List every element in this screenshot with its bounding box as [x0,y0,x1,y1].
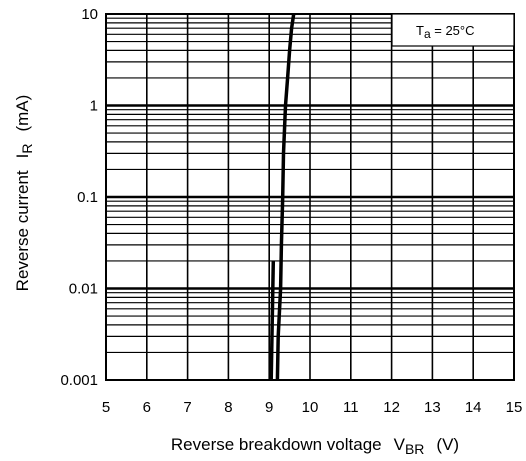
annotation-rest: = 25°C [431,23,475,38]
x-axis-label-main: Reverse breakdown voltage [171,435,382,454]
x-axis-label-unit: (V) [436,435,459,454]
x-tick-label: 12 [383,399,400,416]
x-axis-label-symbol: V [394,435,406,454]
annotation-box: Ta = 25°C [391,13,515,47]
annotation-frame [391,13,515,47]
x-tick-label: 13 [424,399,441,416]
x-tick-label: 8 [224,399,232,416]
annotation-main: T [416,23,424,38]
x-tick-label: 5 [102,399,110,416]
x-tick-label: 15 [506,399,523,416]
annotation-subscript: a [424,27,431,41]
y-tick-label: 0.1 [77,189,98,206]
curves [269,13,296,381]
y-tick-label: 10 [81,6,98,23]
y-axis-label-main: Reverse current [13,170,32,291]
y-tick-label: 0.01 [69,281,98,298]
curve-2 [269,260,276,381]
x-tick-labels: 5 6 7 8 9 10 11 12 13 14 15 [102,399,523,416]
annotation-text: Ta = 25°C [416,23,475,41]
y-tick-labels: 0.001 0.01 0.1 1 10 [60,6,98,389]
y-axis-label-unit: (mA) [13,95,32,132]
y-tick-label: 0.001 [60,372,98,389]
x-tick-label: 11 [343,399,359,416]
x-tick-label: 7 [183,399,191,416]
x-tick-label: 10 [302,399,319,416]
grid-lines [106,14,514,380]
curve-1 [275,13,296,381]
x-axis-title: Reverse breakdown voltage VBR (V) [171,435,459,457]
y-tick-label: 1 [90,98,98,115]
y-axis-title: Reverse current IR (mA) [13,95,35,292]
x-axis-label-subscript: BR [405,441,424,457]
x-tick-label: 6 [143,399,151,416]
y-axis-label-symbol: I [13,154,32,159]
plot-frame [105,13,515,381]
x-tick-label: 14 [465,399,482,416]
x-tick-label: 9 [265,399,273,416]
y-axis-label-subscript: R [19,144,35,154]
